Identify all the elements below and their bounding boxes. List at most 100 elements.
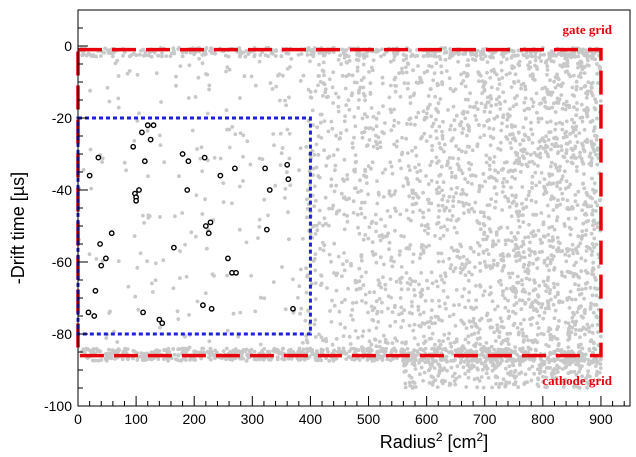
background-event bbox=[508, 132, 512, 137]
background-event bbox=[494, 102, 498, 107]
background-event bbox=[508, 373, 512, 377]
background-event bbox=[238, 131, 243, 136]
background-event bbox=[536, 164, 540, 168]
background-event bbox=[493, 374, 498, 379]
background-event bbox=[517, 258, 522, 262]
background-event bbox=[526, 263, 531, 268]
background-event bbox=[317, 62, 321, 67]
background-event bbox=[323, 90, 328, 95]
background-event bbox=[563, 186, 568, 191]
background-event bbox=[142, 358, 147, 362]
background-event bbox=[555, 249, 560, 254]
background-event bbox=[579, 156, 584, 161]
background-event bbox=[546, 329, 551, 334]
background-event bbox=[150, 281, 154, 286]
background-event bbox=[443, 301, 447, 306]
background-event bbox=[444, 358, 449, 363]
background-event bbox=[458, 270, 463, 275]
background-event bbox=[586, 369, 590, 374]
background-event bbox=[440, 277, 444, 282]
background-event bbox=[263, 53, 268, 57]
background-event bbox=[474, 298, 479, 303]
background-event bbox=[500, 293, 505, 297]
background-event bbox=[374, 326, 379, 330]
background-event bbox=[297, 346, 302, 351]
background-event bbox=[451, 136, 455, 141]
background-event bbox=[541, 374, 545, 379]
background-event bbox=[507, 364, 512, 369]
background-event bbox=[576, 343, 581, 347]
background-event bbox=[516, 53, 520, 58]
background-event bbox=[280, 265, 284, 269]
background-event bbox=[207, 83, 212, 88]
background-event bbox=[594, 189, 598, 194]
background-event bbox=[560, 300, 565, 304]
background-event bbox=[594, 134, 599, 139]
background-event bbox=[596, 264, 601, 269]
background-event bbox=[553, 85, 558, 90]
background-event bbox=[565, 159, 570, 164]
background-event bbox=[579, 237, 584, 241]
background-event bbox=[594, 152, 598, 157]
background-event bbox=[460, 262, 464, 267]
background-event bbox=[596, 330, 600, 334]
background-event bbox=[575, 203, 580, 208]
background-event bbox=[271, 348, 275, 353]
background-event bbox=[501, 338, 506, 343]
background-event bbox=[136, 307, 141, 312]
background-event bbox=[299, 267, 303, 272]
background-event bbox=[375, 142, 379, 147]
background-event bbox=[570, 325, 575, 330]
background-event bbox=[470, 272, 474, 277]
background-event bbox=[572, 263, 577, 268]
background-event bbox=[543, 186, 547, 191]
background-event bbox=[422, 370, 427, 375]
background-event bbox=[244, 48, 249, 53]
background-event bbox=[300, 340, 305, 345]
background-event bbox=[598, 366, 603, 370]
background-event bbox=[520, 162, 524, 167]
background-event bbox=[440, 347, 445, 352]
background-event bbox=[495, 323, 500, 327]
x-tick-label: 700 bbox=[473, 411, 497, 427]
background-event bbox=[584, 249, 589, 253]
background-event bbox=[461, 79, 466, 83]
background-event bbox=[528, 357, 532, 362]
background-event bbox=[551, 101, 556, 106]
background-event bbox=[428, 163, 433, 168]
background-event bbox=[437, 54, 442, 59]
background-event bbox=[353, 153, 358, 158]
background-event bbox=[287, 237, 291, 242]
background-event bbox=[551, 238, 555, 242]
background-event bbox=[178, 276, 182, 280]
background-event bbox=[404, 176, 409, 181]
background-event bbox=[516, 130, 521, 135]
background-event bbox=[423, 360, 428, 365]
candidate-event bbox=[179, 151, 186, 157]
background-event bbox=[171, 46, 176, 51]
background-event bbox=[152, 50, 157, 55]
background-event bbox=[442, 366, 447, 371]
background-event bbox=[135, 265, 140, 270]
background-event bbox=[563, 377, 567, 382]
background-event bbox=[467, 270, 471, 275]
candidate-event bbox=[231, 165, 238, 172]
background-event bbox=[530, 54, 535, 59]
background-event bbox=[593, 57, 598, 62]
background-event bbox=[273, 183, 278, 188]
background-event bbox=[357, 266, 362, 271]
background-event bbox=[375, 201, 380, 206]
background-event bbox=[505, 137, 510, 142]
background-event bbox=[503, 305, 508, 310]
background-event bbox=[482, 230, 487, 235]
background-event bbox=[360, 200, 364, 205]
background-event bbox=[578, 150, 582, 155]
background-event bbox=[417, 179, 422, 184]
background-event bbox=[573, 199, 578, 204]
background-event bbox=[311, 259, 316, 263]
background-event bbox=[537, 139, 542, 144]
background-event bbox=[370, 68, 375, 73]
background-event bbox=[534, 91, 539, 96]
background-event bbox=[278, 98, 282, 103]
background-event bbox=[490, 50, 495, 55]
